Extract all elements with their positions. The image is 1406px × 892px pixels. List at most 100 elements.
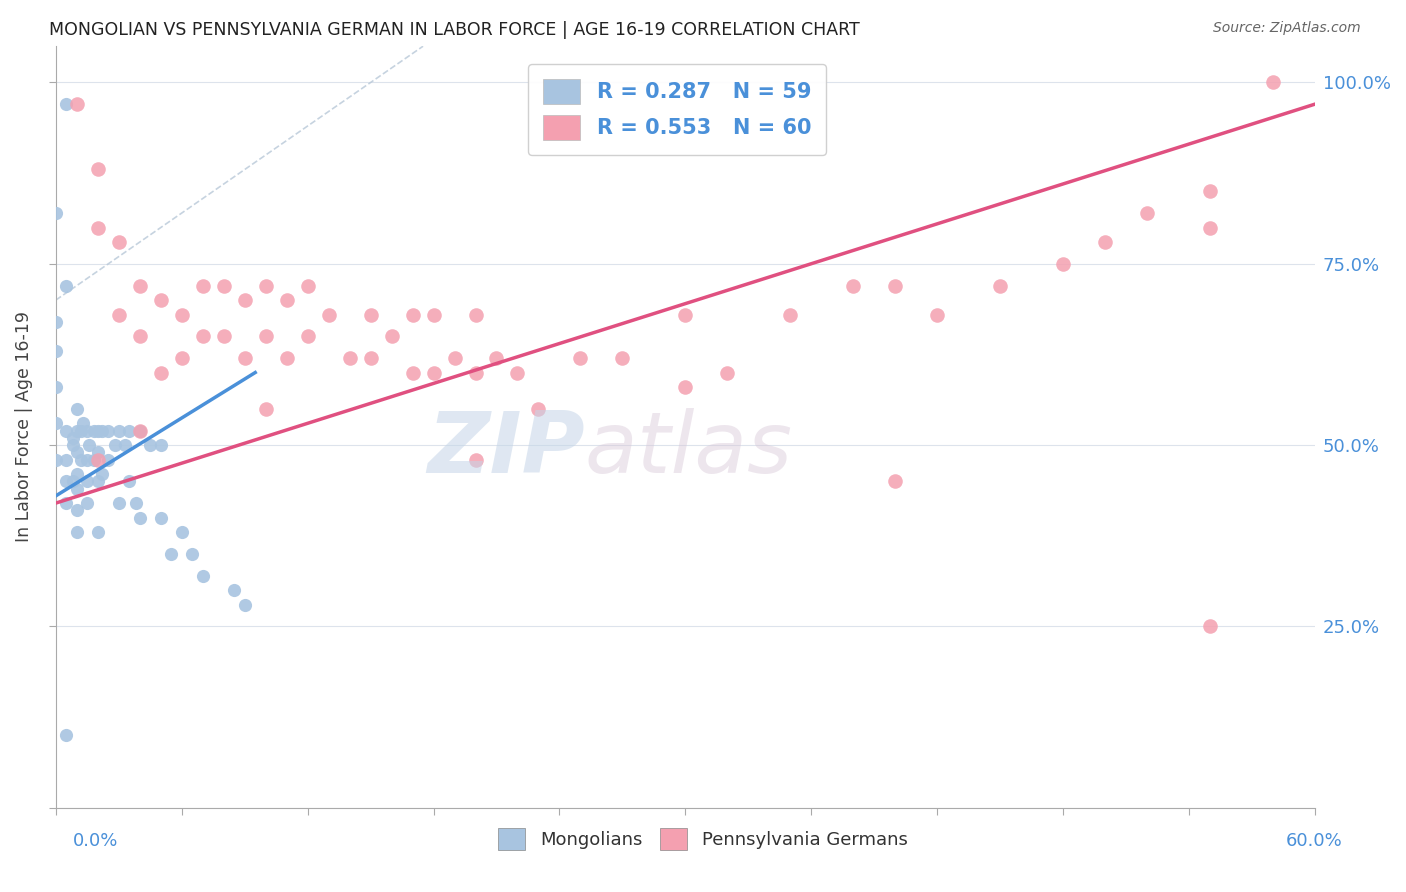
Point — [464, 308, 486, 322]
Point — [76, 424, 98, 438]
Point — [83, 424, 105, 438]
Point — [381, 329, 404, 343]
Point — [55, 424, 77, 438]
Point — [70, 452, 93, 467]
Point — [45, 315, 67, 329]
Point — [318, 308, 340, 322]
Text: 60.0%: 60.0% — [1286, 832, 1343, 850]
Text: ZIP: ZIP — [427, 409, 585, 491]
Point — [66, 524, 89, 539]
Point — [91, 467, 114, 481]
Text: MONGOLIAN VS PENNSYLVANIA GERMAN IN LABOR FORCE | AGE 16-19 CORRELATION CHART: MONGOLIAN VS PENNSYLVANIA GERMAN IN LABO… — [49, 21, 860, 38]
Point — [66, 467, 89, 481]
Point — [160, 547, 183, 561]
Point — [124, 496, 146, 510]
Point — [149, 366, 172, 380]
Point — [464, 452, 486, 467]
Point — [149, 438, 172, 452]
Point — [673, 380, 696, 394]
Point — [87, 220, 110, 235]
Point — [83, 452, 105, 467]
Point — [87, 475, 110, 489]
Point — [45, 417, 67, 431]
Point — [233, 598, 256, 612]
Point — [485, 351, 508, 365]
Text: atlas: atlas — [585, 409, 793, 491]
Point — [276, 293, 298, 307]
Point — [779, 308, 801, 322]
Point — [62, 431, 84, 445]
Point — [79, 438, 101, 452]
Point — [104, 438, 127, 452]
Point — [422, 308, 444, 322]
Point — [233, 293, 256, 307]
Point — [254, 401, 277, 416]
Point — [55, 475, 77, 489]
Point — [339, 351, 361, 365]
Point — [128, 329, 150, 343]
Point — [842, 278, 865, 293]
Point — [569, 351, 592, 365]
Point — [70, 424, 93, 438]
Point — [191, 278, 214, 293]
Point — [55, 496, 77, 510]
Point — [884, 475, 907, 489]
Point — [925, 308, 948, 322]
Point — [55, 278, 77, 293]
Point — [62, 438, 84, 452]
Point — [108, 235, 131, 249]
Point — [128, 510, 150, 524]
Point — [401, 308, 423, 322]
Point — [114, 438, 136, 452]
Point — [108, 308, 131, 322]
Point — [360, 351, 382, 365]
Point — [276, 351, 298, 365]
Point — [527, 401, 550, 416]
Point — [45, 206, 67, 220]
Point — [55, 728, 77, 742]
Point — [1094, 235, 1116, 249]
Point — [149, 510, 172, 524]
Point — [254, 278, 277, 293]
Point — [108, 424, 131, 438]
Point — [97, 452, 120, 467]
Point — [181, 547, 204, 561]
Point — [76, 452, 98, 467]
Point — [612, 351, 634, 365]
Point — [128, 278, 150, 293]
Point — [212, 329, 235, 343]
Point — [118, 424, 141, 438]
Text: Source: ZipAtlas.com: Source: ZipAtlas.com — [1213, 21, 1361, 35]
Point — [72, 417, 94, 431]
Point — [170, 524, 193, 539]
Point — [108, 496, 131, 510]
Point — [97, 424, 120, 438]
Point — [87, 445, 110, 459]
Point — [87, 524, 110, 539]
Legend: R = 0.287   N = 59, R = 0.553   N = 60: R = 0.287 N = 59, R = 0.553 N = 60 — [529, 64, 825, 154]
Point — [1198, 220, 1220, 235]
Point — [45, 343, 67, 358]
Text: 0.0%: 0.0% — [73, 832, 118, 850]
Point — [66, 482, 89, 496]
Point — [360, 308, 382, 322]
Point — [1198, 184, 1220, 198]
Point — [91, 424, 114, 438]
Point — [716, 366, 738, 380]
Y-axis label: In Labor Force | Age 16-19: In Labor Force | Age 16-19 — [15, 311, 32, 542]
Point — [66, 424, 89, 438]
Point — [1052, 257, 1074, 271]
Point — [988, 278, 1011, 293]
Point — [66, 401, 89, 416]
Point — [191, 329, 214, 343]
Point — [401, 366, 423, 380]
Point — [55, 97, 77, 112]
Point — [422, 366, 444, 380]
Point — [139, 438, 162, 452]
Point — [55, 452, 77, 467]
Legend: Mongolians, Pennsylvania Germans: Mongolians, Pennsylvania Germans — [488, 817, 918, 861]
Point — [66, 97, 89, 112]
Point — [170, 351, 193, 365]
Point — [464, 366, 486, 380]
Point — [87, 162, 110, 177]
